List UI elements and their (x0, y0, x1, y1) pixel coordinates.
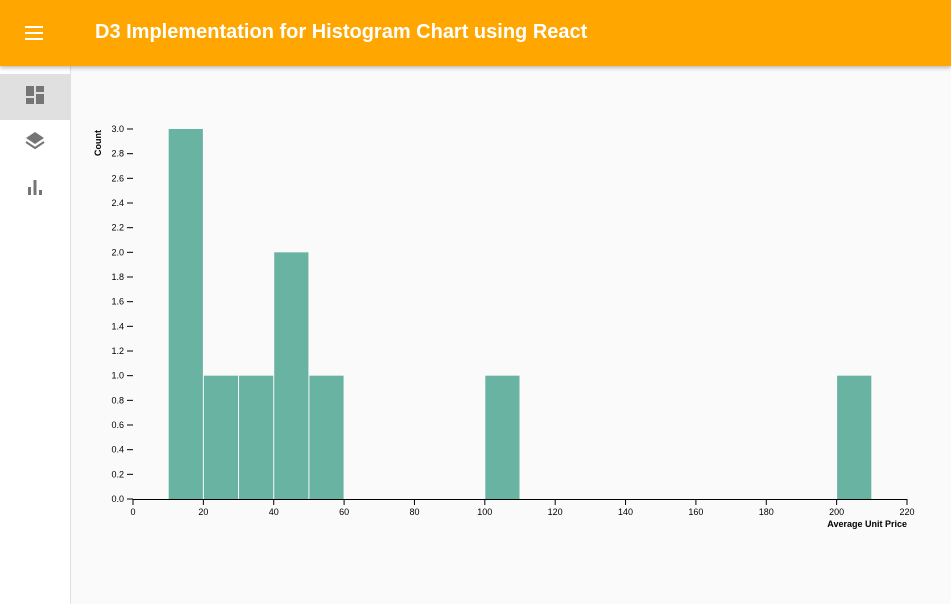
y-tick-label: 0.8 (111, 395, 124, 405)
app-bar: D3 Implementation for Histogram Chart us… (0, 0, 951, 66)
menu-button[interactable] (14, 17, 54, 49)
x-tick-label: 180 (759, 507, 774, 517)
histogram-chart: 0 20 40 60 80 100 120 140 160 180 200 220 0.0 0.2 0.4 0… (93, 124, 915, 529)
sidebar-item-bar-chart[interactable] (0, 166, 70, 212)
dashboard-icon (25, 85, 45, 110)
histogram-bar (309, 375, 344, 499)
x-tick-label: 60 (339, 507, 349, 517)
histogram-bar (837, 375, 872, 499)
y-tick-label: 1.2 (111, 346, 124, 356)
y-tick-label: 1.6 (111, 297, 124, 307)
histogram-bar (239, 375, 274, 499)
histogram-bar (168, 129, 203, 499)
y-tick-label: 0.2 (111, 469, 124, 479)
y-tick-label: 1.8 (111, 272, 124, 282)
x-tick-label: 40 (269, 507, 279, 517)
y-tick-label: 3.0 (111, 124, 124, 134)
y-tick-label: 1.0 (111, 371, 124, 381)
y-tick-label: 2.0 (111, 247, 124, 257)
y-tick-label: 2.6 (111, 173, 124, 183)
histogram-bar (203, 375, 239, 499)
x-tick-label: 160 (688, 507, 703, 517)
bar-chart-icon (25, 177, 45, 202)
y-tick-label: 0.4 (111, 445, 124, 455)
histogram-bar (274, 252, 309, 499)
y-tick-label: 0.6 (111, 420, 124, 430)
sidebar-item-layers[interactable] (0, 120, 70, 166)
menu-icon-line (25, 26, 43, 28)
y-tick-label: 2.8 (111, 149, 124, 159)
x-tick-label: 200 (829, 507, 844, 517)
y-tick-label: 1.4 (111, 321, 124, 331)
menu-icon-line (25, 32, 43, 34)
x-tick-label: 100 (477, 507, 492, 517)
x-tick-label: 120 (548, 507, 563, 517)
x-axis-label: Average Unit Price (827, 519, 907, 529)
x-tick-label: 140 (618, 507, 633, 517)
y-axis-label: Count (93, 130, 103, 156)
x-tick-label: 220 (899, 507, 914, 517)
y-tick-label: 0.0 (111, 494, 124, 504)
histogram-bar (485, 375, 520, 499)
main-content: 0 20 40 60 80 100 120 140 160 180 200 220 0.0 0.2 0.4 0… (71, 66, 951, 604)
x-tick-label: 0 (130, 507, 135, 517)
x-tick-label: 80 (409, 507, 419, 517)
sidebar (0, 66, 71, 604)
sidebar-item-dashboard[interactable] (0, 74, 70, 120)
y-tick-label: 2.4 (111, 198, 124, 208)
menu-icon-line (25, 38, 43, 40)
page-title: D3 Implementation for Histogram Chart us… (95, 21, 588, 43)
layers-icon (25, 131, 45, 156)
x-tick-label: 20 (198, 507, 208, 517)
y-tick-label: 2.2 (111, 223, 124, 233)
